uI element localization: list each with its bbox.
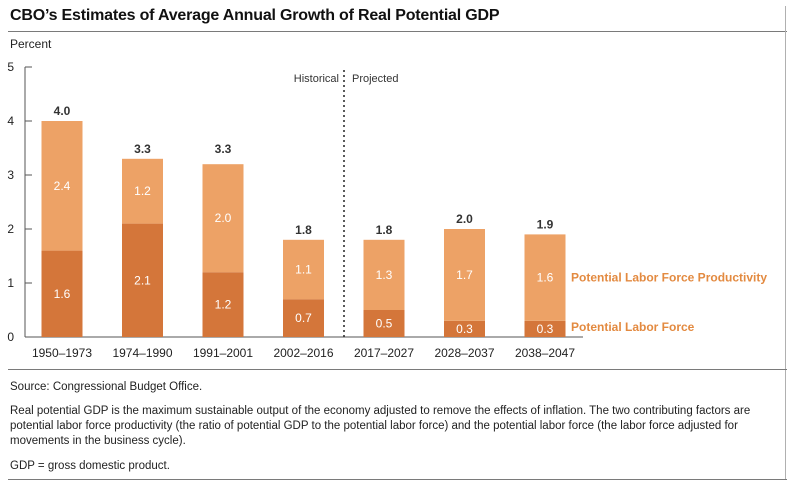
x-tick-label: 2038–2047 — [515, 346, 575, 360]
bar-segment-labor-force — [363, 310, 405, 337]
historical-label: Historical — [294, 73, 339, 85]
x-tick-label: 2017–2027 — [354, 346, 414, 360]
y-tick-label: 1 — [7, 276, 14, 290]
bar-segment-labor-force — [41, 250, 83, 337]
data-label-total: 1.8 — [295, 223, 312, 237]
bar-segment-labor-force — [444, 320, 485, 337]
data-label-productivity: 2.0 — [215, 211, 232, 225]
abbreviation-note: GDP = gross domestic product. — [10, 460, 170, 472]
bar-segment-labor-force — [283, 299, 324, 337]
x-tick-label: 2028–2037 — [434, 346, 494, 360]
bar-chart: Percent 0 1 2 3 4 5 1.6 2.4 4.0 1950–1973 2.1 1.2 3.3… — [7, 37, 767, 360]
data-label-total: 4.0 — [54, 104, 71, 118]
data-label-labor-force: 2.1 — [134, 273, 151, 287]
x-tick-label: 1991–2001 — [193, 346, 253, 360]
data-label-total: 3.3 — [134, 142, 151, 156]
bar-segment-productivity — [444, 229, 485, 321]
x-tick-label: 1950–1973 — [32, 346, 92, 360]
bar-segment-labor-force — [524, 320, 566, 337]
data-label-productivity: 1.6 — [537, 271, 554, 285]
data-label-productivity: 1.2 — [134, 184, 151, 198]
data-label-productivity: 1.7 — [456, 268, 473, 282]
bar-segment-labor-force — [202, 272, 244, 337]
y-tick-label: 4 — [7, 114, 14, 128]
title-rule — [8, 31, 787, 32]
x-tick-label: 2002–2016 — [273, 346, 333, 360]
data-label-total: 2.0 — [456, 212, 473, 226]
right-frame-line — [785, 6, 786, 480]
data-label-labor-force: 1.2 — [215, 298, 232, 312]
data-label-labor-force: 0.3 — [537, 322, 554, 336]
data-label-productivity: 1.1 — [295, 263, 312, 277]
y-tick-label: 3 — [7, 168, 14, 182]
bar-segment-productivity — [524, 234, 566, 321]
data-label-productivity: 2.4 — [54, 179, 71, 193]
legend-productivity: Potential Labor Force Productivity — [571, 271, 767, 285]
data-label-labor-force: 0.5 — [376, 317, 393, 331]
data-label-productivity: 1.3 — [376, 268, 393, 282]
data-label-total: 1.9 — [537, 217, 554, 231]
bar-segment-productivity — [202, 164, 244, 273]
bar-segment-labor-force — [122, 223, 163, 337]
y-axis-label: Percent — [10, 37, 52, 51]
bar-segment-productivity — [122, 158, 163, 224]
bar-segment-productivity — [41, 121, 83, 251]
data-label-labor-force: 0.7 — [295, 311, 312, 325]
data-label-total: 3.3 — [215, 142, 232, 156]
y-tick-label: 2 — [7, 222, 14, 236]
notes-rule — [8, 369, 787, 370]
y-tick-label: 0 — [7, 330, 14, 344]
data-label-total: 1.8 — [376, 223, 393, 237]
y-tick-label: 5 — [7, 60, 14, 74]
source-note: Source: Congressional Budget Office. — [10, 381, 203, 393]
data-label-labor-force: 0.3 — [456, 322, 473, 336]
bar-segment-productivity — [283, 239, 324, 300]
data-label-labor-force: 1.6 — [54, 287, 71, 301]
bar-segment-productivity — [363, 239, 405, 310]
bottom-rule — [8, 479, 787, 480]
x-tick-label: 1974–1990 — [112, 346, 172, 360]
projected-label: Projected — [352, 73, 398, 85]
definition-note: Real potential GDP is the maximum sustai… — [10, 405, 751, 447]
legend-labor-force: Potential Labor Force — [571, 320, 695, 334]
chart-title: CBO’s Estimates of Average Annual Growth… — [10, 7, 500, 24]
